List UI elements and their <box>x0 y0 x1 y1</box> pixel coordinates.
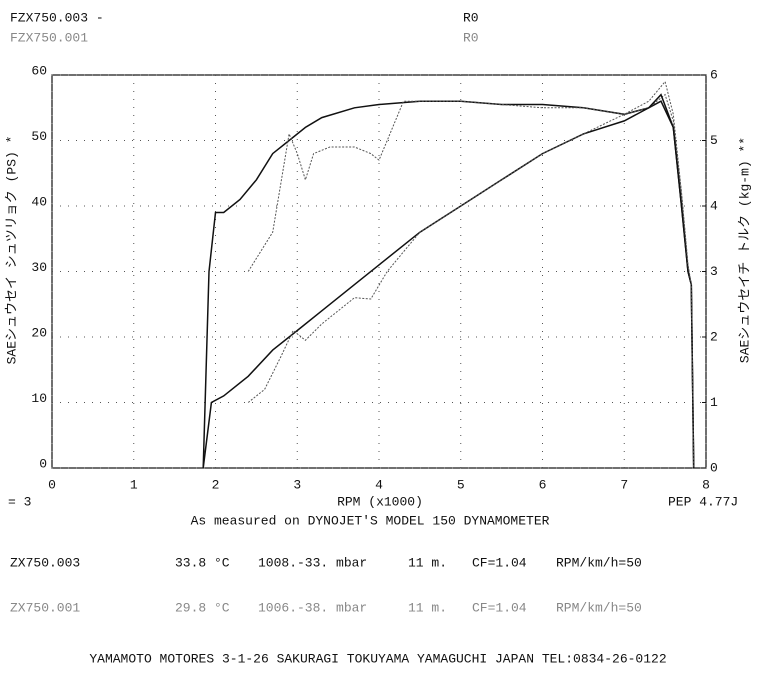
curve <box>247 93 695 469</box>
pressure: 1006.-38. mbar <box>258 600 367 615</box>
altitude: 11 m. <box>408 555 447 570</box>
y2-tick-label: 5 <box>710 133 718 148</box>
y-tick-label: 0 <box>39 456 47 471</box>
setting-b: R0 <box>463 30 479 45</box>
y2-tick-label: 6 <box>710 67 718 82</box>
pressure: 1008.-33. mbar <box>258 555 367 570</box>
correction-factor: CF=1.04 <box>472 600 527 615</box>
x-tick-label: 6 <box>539 477 547 492</box>
gear-ratio: RPM/km/h=50 <box>556 555 642 570</box>
y2-tick-label: 3 <box>710 264 718 279</box>
y-tick-label: 60 <box>31 63 47 78</box>
x-tick-label: 3 <box>293 477 301 492</box>
x-tick-label: 8 <box>702 477 710 492</box>
x-tick-label: 7 <box>620 477 628 492</box>
gear-ratio: RPM/km/h=50 <box>556 600 642 615</box>
x-tick-label: 1 <box>130 477 138 492</box>
y-tick-label: 10 <box>31 391 47 406</box>
x-tick-label: 0 <box>48 477 56 492</box>
run-row: ZX750.001 29.8 °C 1006.-38. mbar 11 m. C… <box>10 600 642 615</box>
x-tick-label: 2 <box>212 477 220 492</box>
y-tick-label: 50 <box>31 129 47 144</box>
run-b: FZX750.001 <box>10 30 88 45</box>
temperature: 29.8 °C <box>175 600 230 615</box>
plot-frame <box>51 74 707 469</box>
left-note: = 3 <box>8 494 31 509</box>
y2-tick-label: 0 <box>710 460 718 475</box>
altitude: 11 m. <box>408 600 447 615</box>
run-id: ZX750.003 <box>10 555 80 570</box>
temperature: 33.8 °C <box>175 555 230 570</box>
x-axis-label: RPM (x1000) <box>337 494 423 509</box>
curve <box>202 100 695 469</box>
y2-tick-label: 2 <box>710 329 718 344</box>
run-id: ZX750.001 <box>10 600 80 615</box>
right-note: PEP 4.77J <box>668 494 738 509</box>
correction-factor: CF=1.04 <box>472 555 527 570</box>
x-tick-label: 4 <box>375 477 383 492</box>
x-tick-label: 5 <box>457 477 465 492</box>
y-tick-label: 40 <box>31 194 47 209</box>
footer: YAMAMOTO MOTORES 3-1-26 SAKURAGI TOKUYAM… <box>89 651 666 666</box>
y2-tick-label: 1 <box>710 395 718 410</box>
run-a: FZX750.003 - <box>10 10 104 25</box>
y2-axis-label: SAEシュウセイチ トルク (kg-m) ** <box>737 137 752 363</box>
y-tick-label: 20 <box>31 325 47 340</box>
subtitle: As measured on DYNOJET'S MODEL 150 DYNAM… <box>191 513 550 528</box>
y2-tick-label: 4 <box>710 198 718 213</box>
y-tick-label: 30 <box>31 260 47 275</box>
run-row: ZX750.003 33.8 °C 1008.-33. mbar 11 m. C… <box>10 555 642 570</box>
curve <box>247 80 695 469</box>
y-axis-label: SAEシュウセイ シュツリョク (PS) * <box>4 136 19 365</box>
setting-a: R0 <box>463 10 479 25</box>
